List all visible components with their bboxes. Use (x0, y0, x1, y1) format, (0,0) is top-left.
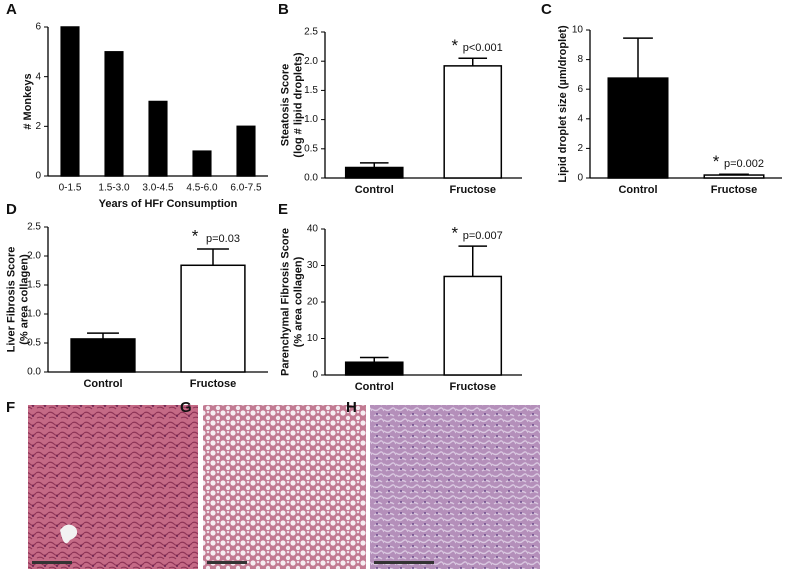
bar (344, 166, 404, 179)
bar (236, 125, 256, 177)
significance-star: * (713, 152, 720, 171)
y-tick-label: 8 (577, 54, 583, 65)
x-tick-label: Fructose (190, 378, 236, 390)
x-tick-label: Control (355, 184, 394, 196)
y-tick-label: 2 (35, 121, 41, 132)
y-tick-label: 1.0 (27, 309, 41, 320)
histology-f (28, 405, 198, 569)
y-tick-label: 10 (307, 333, 319, 344)
x-tick-label: 1.5-3.0 (98, 183, 130, 194)
y-axis-label: (% area collagen) (292, 256, 304, 347)
bar (104, 51, 124, 177)
y-tick-label: 4 (577, 113, 583, 124)
y-tick-label: 6 (35, 22, 41, 33)
panel-letter: G (180, 399, 192, 416)
y-tick-label: 6 (577, 84, 583, 95)
y-tick-label: 0 (312, 370, 318, 381)
y-tick-label: 0.5 (27, 338, 41, 349)
y-tick-label: 20 (307, 297, 319, 308)
y-axis-label: Lipid droplet size (µm/droplet) (557, 25, 569, 183)
bar (70, 338, 136, 373)
x-tick-label: 6.0-7.5 (230, 183, 262, 194)
significance-star: * (451, 36, 458, 55)
panel-letter: H (346, 399, 357, 416)
panel-letter: B (278, 1, 289, 18)
y-tick-label: 0.0 (304, 173, 318, 184)
y-tick-label: 0.5 (304, 143, 318, 154)
p-value: p=0.002 (724, 158, 764, 170)
p-value: p=0.03 (206, 233, 240, 245)
y-tick-label: 1.5 (304, 85, 318, 96)
x-tick-label: Fructose (450, 381, 496, 393)
x-tick-label: Fructose (711, 184, 757, 196)
x-axis-label: Years of HFr Consumption (99, 198, 238, 210)
y-tick-label: 1.0 (304, 114, 318, 125)
y-tick-label: 1.5 (27, 280, 41, 291)
bar (192, 150, 212, 177)
bar (148, 100, 168, 177)
x-tick-label: 0-1.5 (59, 183, 82, 194)
x-tick-label: 4.5-6.0 (186, 183, 218, 194)
p-value: p<0.001 (463, 42, 503, 54)
panel-letter: F (6, 399, 15, 416)
y-tick-label: 2.5 (27, 222, 41, 233)
y-axis-label: Liver Fibrosis Score (5, 247, 17, 353)
y-tick-label: 4 (35, 71, 41, 82)
bar (443, 65, 503, 179)
y-tick-label: 0 (35, 171, 41, 182)
y-tick-label: 2 (577, 143, 583, 154)
panel-letter: C (541, 1, 552, 18)
y-axis-label: # Monkeys (22, 73, 34, 129)
y-axis-label: (% area collagen) (18, 254, 30, 345)
x-tick-label: Control (618, 184, 657, 196)
x-tick-label: 3.0-4.5 (142, 183, 174, 194)
x-tick-label: Control (83, 378, 122, 390)
significance-star: * (451, 224, 458, 243)
panel-letter: D (6, 201, 17, 218)
histology-g (203, 405, 366, 569)
y-tick-label: 0 (577, 173, 583, 184)
p-value: p=0.007 (463, 230, 503, 242)
bar (443, 275, 503, 376)
y-tick-label: 0.0 (27, 367, 41, 378)
panel-letter: A (6, 1, 17, 18)
significance-star: * (192, 227, 199, 246)
x-tick-label: Control (355, 381, 394, 393)
y-tick-label: 2.5 (304, 27, 318, 38)
bar (703, 174, 765, 179)
y-axis-label: (log # lipid droplets) (292, 52, 304, 157)
y-tick-label: 30 (307, 260, 319, 271)
y-axis-label: Steatosis Score (279, 64, 291, 147)
bar (180, 264, 246, 373)
y-tick-label: 2.0 (27, 251, 41, 262)
y-tick-label: 40 (307, 224, 319, 235)
histology-h (370, 405, 540, 569)
bar (607, 77, 669, 179)
y-axis-label: Parenchymal Fibrosis Score (279, 228, 291, 376)
x-tick-label: Fructose (450, 184, 496, 196)
y-tick-label: 2.0 (304, 56, 318, 67)
bar (60, 26, 80, 177)
y-tick-label: 10 (572, 25, 584, 36)
panel-letter: E (278, 201, 288, 218)
bar (344, 361, 404, 376)
